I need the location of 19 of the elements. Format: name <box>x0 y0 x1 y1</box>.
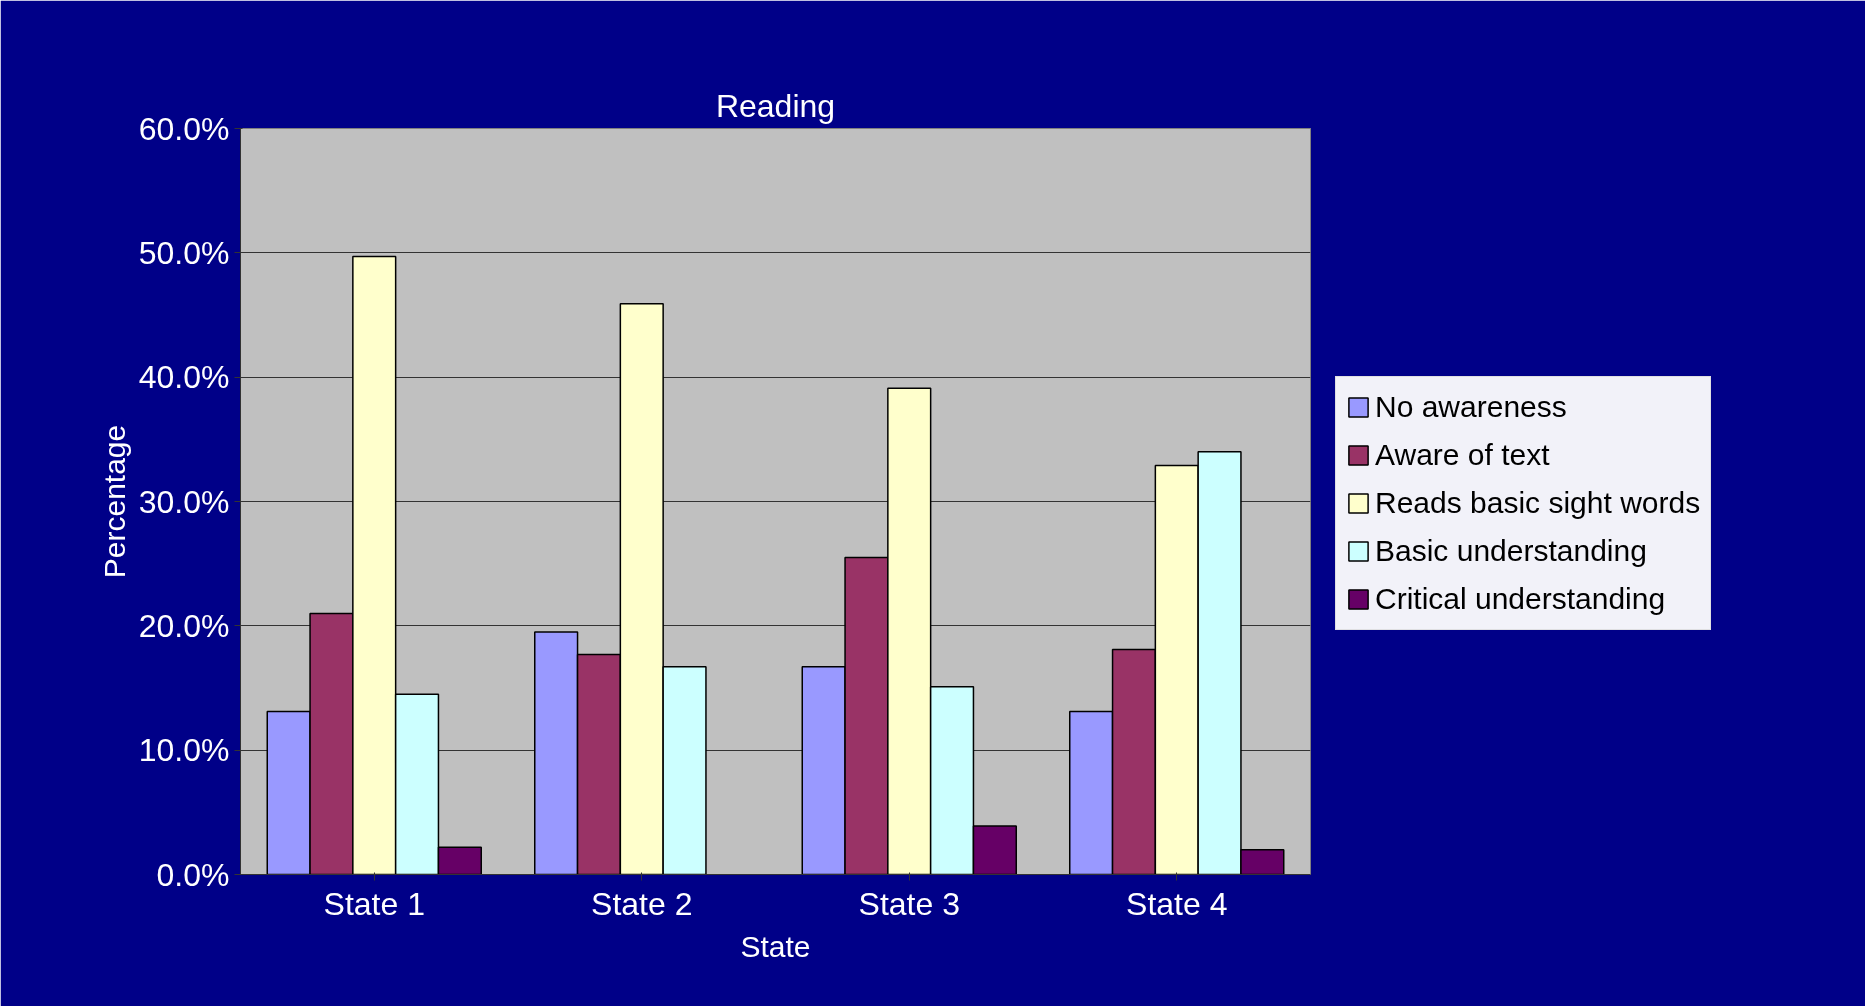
legend-label: Basic understanding <box>1375 533 1647 569</box>
y-axis-title: Percentage <box>97 424 131 579</box>
legend-label: Reads basic sight words <box>1375 485 1701 521</box>
y-tick-label: 40.0% <box>138 359 230 396</box>
legend-label: No awareness <box>1375 389 1567 425</box>
y-tick-label: 50.0% <box>138 234 230 271</box>
y-tick-label: 30.0% <box>138 483 230 520</box>
chart-title: Reading <box>715 87 836 124</box>
legend-label: Aware of text <box>1375 437 1550 473</box>
y-tick-label: 60.0% <box>138 110 230 147</box>
x-tick-label: State 2 <box>591 885 693 922</box>
y-tick-label: 10.0% <box>138 732 230 769</box>
legend-label: Critical understanding <box>1375 581 1666 617</box>
y-tick-label: 0.0% <box>156 856 230 893</box>
x-tick-label: State 4 <box>1126 885 1228 922</box>
x-tick-label: State 1 <box>323 885 425 922</box>
x-tick-label: State 3 <box>858 885 960 922</box>
x-axis-title: State <box>740 929 811 963</box>
y-tick-label: 20.0% <box>138 607 230 644</box>
